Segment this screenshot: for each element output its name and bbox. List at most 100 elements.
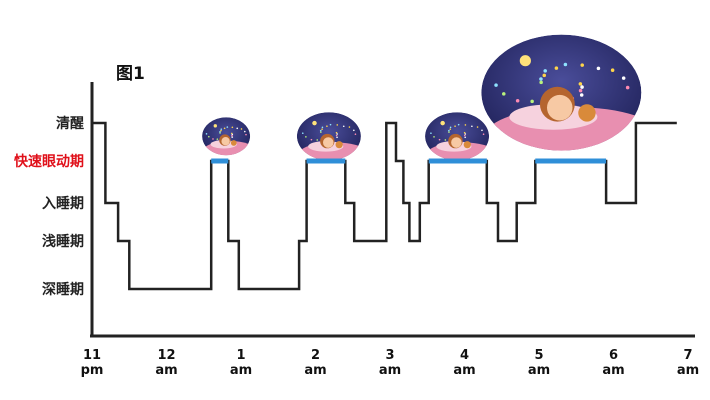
moon-icon — [440, 120, 445, 126]
sleeping-child-bubble-icon — [202, 117, 251, 156]
chart-title: 图1 — [116, 64, 145, 84]
star-icon — [301, 132, 304, 134]
star-icon — [433, 136, 435, 138]
star-icon — [494, 83, 498, 87]
star-icon — [448, 131, 450, 133]
x-tick-sublabel-3: am — [304, 363, 326, 378]
x-tick-sublabel-5: am — [453, 363, 475, 378]
y-label-1: 快速眼动期 — [14, 153, 84, 170]
star-icon — [438, 138, 441, 141]
star-icon — [336, 133, 338, 135]
star-icon — [220, 128, 223, 130]
star-icon — [320, 131, 322, 133]
x-tick-label-0: 11 — [83, 348, 101, 363]
x-tick-label-5: 4 — [460, 348, 469, 363]
star-icon — [231, 136, 234, 138]
star-icon — [543, 69, 547, 73]
series-layer — [92, 121, 677, 291]
star-icon — [310, 138, 313, 141]
star-icon — [482, 133, 485, 136]
star-icon — [448, 129, 450, 132]
star-icon — [216, 138, 219, 140]
star-icon — [621, 76, 626, 80]
star-icon — [463, 131, 466, 134]
teddy-bear-icon — [463, 141, 471, 149]
star-icon — [205, 133, 208, 135]
star-icon — [245, 133, 247, 136]
star-icon — [212, 138, 214, 140]
x-tick-sublabel-0: pm — [81, 363, 104, 378]
decorations-layer — [202, 34, 642, 161]
teddy-bear-icon — [230, 140, 237, 146]
star-icon — [449, 126, 452, 129]
y-label-3: 浅睡期 — [42, 233, 84, 250]
star-icon — [596, 66, 601, 71]
x-tick-sublabel-7: am — [602, 363, 624, 378]
x-tick-sublabel-4: am — [379, 363, 401, 378]
moon-icon — [519, 55, 531, 67]
star-icon — [539, 80, 543, 85]
star-icon — [336, 124, 339, 126]
star-icon — [223, 127, 226, 130]
star-icon — [578, 82, 583, 86]
x-tick-label-7: 6 — [609, 348, 618, 363]
star-icon — [231, 134, 233, 137]
star-icon — [243, 130, 246, 133]
teddy-bear-icon — [335, 141, 343, 149]
star-icon — [454, 125, 456, 127]
star-icon — [580, 85, 584, 89]
star-icon — [463, 134, 466, 137]
star-icon — [321, 128, 323, 130]
sleeping-child-bubble-icon — [425, 112, 490, 161]
star-icon — [353, 129, 355, 132]
star-icon — [464, 133, 467, 135]
star-icon — [336, 136, 338, 139]
child-face-icon — [221, 137, 230, 146]
star-icon — [430, 132, 432, 134]
y-label-0: 清醒 — [56, 115, 84, 132]
x-tick-label-3: 2 — [311, 348, 320, 363]
star-icon — [321, 126, 324, 129]
star-icon — [563, 62, 568, 67]
star-icon — [610, 68, 615, 72]
x-tick-sublabel-6: am — [528, 363, 550, 378]
x-tick-label-4: 3 — [385, 348, 394, 363]
sleeping-child-bubble-icon — [296, 112, 361, 161]
star-icon — [329, 123, 332, 126]
star-icon — [219, 131, 221, 133]
star-icon — [580, 63, 584, 67]
star-icon — [236, 127, 239, 130]
star-icon — [515, 98, 520, 103]
star-icon — [444, 139, 447, 141]
star-icon — [231, 126, 234, 129]
star-icon — [502, 92, 506, 96]
star-icon — [326, 125, 328, 127]
child-face-icon — [322, 137, 334, 148]
moon-icon — [213, 124, 217, 128]
teddy-bear-icon — [578, 104, 596, 122]
y-label-2: 入睡期 — [42, 196, 84, 212]
star-icon — [471, 125, 473, 128]
star-icon — [481, 129, 483, 132]
child-face-icon — [546, 94, 573, 121]
star-icon — [554, 66, 559, 70]
star-icon — [354, 133, 357, 136]
y-label-4: 深睡期 — [42, 281, 84, 298]
x-tick-label-2: 1 — [236, 348, 245, 363]
star-icon — [316, 139, 319, 141]
star-icon — [219, 132, 221, 134]
star-icon — [625, 85, 630, 90]
star-icon — [342, 125, 345, 128]
x-tick-label-8: 7 — [683, 348, 692, 363]
star-icon — [578, 88, 583, 93]
star-icon — [530, 99, 534, 104]
star-icon — [208, 135, 210, 138]
star-icon — [305, 136, 307, 138]
x-tick-label-6: 5 — [534, 348, 543, 363]
star-icon — [464, 136, 466, 139]
star-icon — [542, 73, 547, 78]
child-face-icon — [451, 137, 462, 148]
